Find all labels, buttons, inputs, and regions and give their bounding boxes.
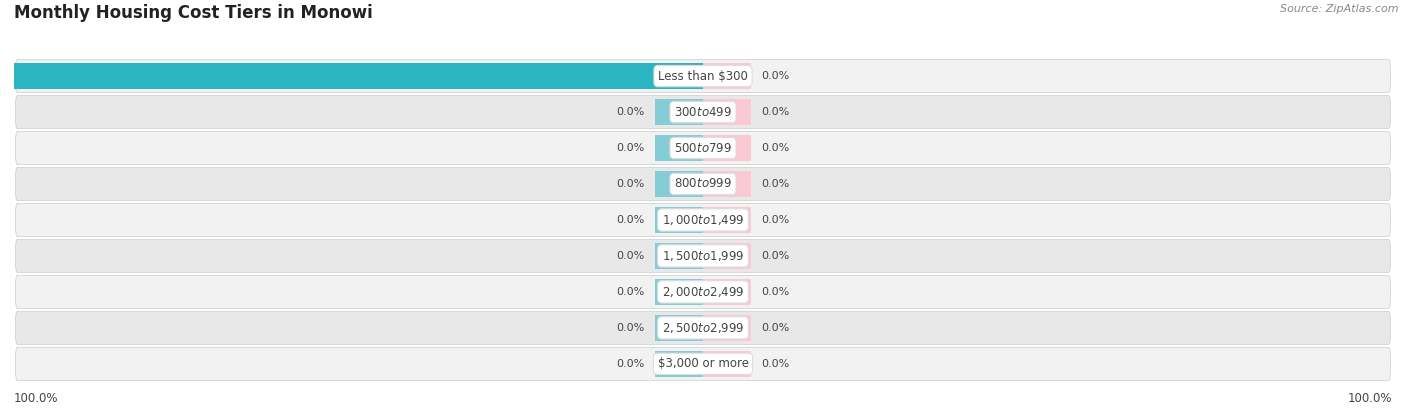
Text: 0.0%: 0.0% <box>762 179 790 189</box>
Text: $2,000 to $2,499: $2,000 to $2,499 <box>662 285 744 299</box>
Bar <box>14 63 703 89</box>
Text: 0.0%: 0.0% <box>762 287 790 297</box>
FancyBboxPatch shape <box>15 311 1391 344</box>
Text: $2,500 to $2,999: $2,500 to $2,999 <box>662 321 744 335</box>
Text: $300 to $499: $300 to $499 <box>673 105 733 119</box>
Bar <box>655 243 703 269</box>
Bar <box>703 243 751 269</box>
Bar <box>655 279 703 305</box>
FancyBboxPatch shape <box>15 347 1391 381</box>
Bar <box>655 99 703 125</box>
Text: $800 to $999: $800 to $999 <box>673 178 733 190</box>
Bar <box>703 171 751 197</box>
Text: 0.0%: 0.0% <box>616 323 644 333</box>
Text: 0.0%: 0.0% <box>762 71 790 81</box>
Text: Less than $300: Less than $300 <box>658 70 748 83</box>
Text: 0.0%: 0.0% <box>762 251 790 261</box>
Text: $1,500 to $1,999: $1,500 to $1,999 <box>662 249 744 263</box>
Text: 0.0%: 0.0% <box>616 143 644 153</box>
Text: 100.0%: 100.0% <box>14 392 59 405</box>
Text: $500 to $799: $500 to $799 <box>673 142 733 154</box>
Bar <box>703 315 751 341</box>
Bar <box>655 171 703 197</box>
FancyBboxPatch shape <box>15 239 1391 273</box>
Text: 0.0%: 0.0% <box>762 107 790 117</box>
FancyBboxPatch shape <box>15 275 1391 308</box>
Bar <box>703 135 751 161</box>
Text: 0.0%: 0.0% <box>616 107 644 117</box>
Text: Source: ZipAtlas.com: Source: ZipAtlas.com <box>1281 4 1399 14</box>
FancyBboxPatch shape <box>15 203 1391 237</box>
Bar <box>655 135 703 161</box>
Text: 0.0%: 0.0% <box>616 179 644 189</box>
Bar <box>703 63 751 89</box>
Text: $3,000 or more: $3,000 or more <box>658 357 748 370</box>
Text: 0.0%: 0.0% <box>762 359 790 369</box>
Text: 0.0%: 0.0% <box>762 143 790 153</box>
FancyBboxPatch shape <box>15 59 1391 93</box>
Text: 0.0%: 0.0% <box>616 359 644 369</box>
Text: 0.0%: 0.0% <box>616 251 644 261</box>
Bar <box>655 351 703 377</box>
Bar <box>703 351 751 377</box>
Bar <box>655 207 703 233</box>
FancyBboxPatch shape <box>15 167 1391 200</box>
Bar <box>703 279 751 305</box>
Text: 100.0%: 100.0% <box>1347 392 1392 405</box>
Text: 0.0%: 0.0% <box>616 215 644 225</box>
Bar <box>703 207 751 233</box>
Text: $1,000 to $1,499: $1,000 to $1,499 <box>662 213 744 227</box>
Bar <box>655 315 703 341</box>
Text: Monthly Housing Cost Tiers in Monowi: Monthly Housing Cost Tiers in Monowi <box>14 4 373 22</box>
Text: 0.0%: 0.0% <box>762 323 790 333</box>
Bar <box>703 99 751 125</box>
Text: 100.0%: 100.0% <box>0 71 4 81</box>
Text: 0.0%: 0.0% <box>762 215 790 225</box>
FancyBboxPatch shape <box>15 132 1391 165</box>
Text: 0.0%: 0.0% <box>616 287 644 297</box>
FancyBboxPatch shape <box>15 95 1391 129</box>
